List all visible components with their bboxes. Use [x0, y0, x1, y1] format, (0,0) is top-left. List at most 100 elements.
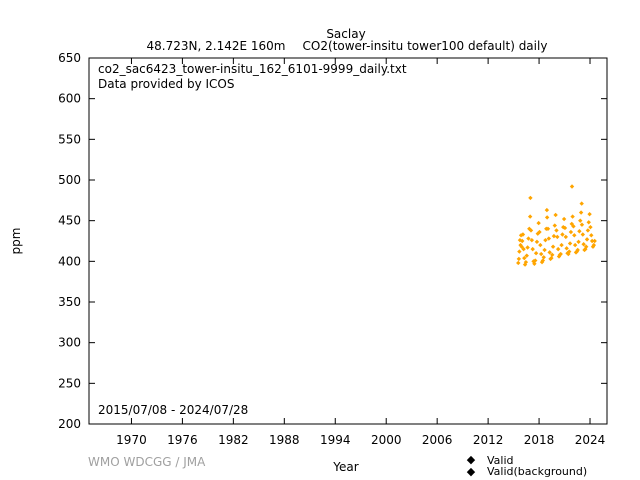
data-point	[583, 244, 589, 249]
data-point	[592, 238, 597, 244]
data-point	[520, 232, 526, 237]
data-point	[528, 195, 533, 201]
data-point	[584, 237, 590, 242]
x-tick-label: 2024	[575, 433, 606, 447]
data-point	[558, 251, 563, 257]
data-point	[549, 255, 554, 261]
data-point	[554, 228, 559, 233]
data-point	[522, 255, 527, 261]
y-tick-label: 300	[58, 336, 81, 350]
data-point	[540, 258, 546, 263]
data-point	[569, 184, 575, 189]
data-point	[589, 238, 595, 244]
x-axis-label: Year	[332, 460, 358, 474]
chart-station-title: Saclay	[326, 27, 365, 41]
y-tick-label: 500	[58, 173, 81, 187]
data-point	[563, 234, 569, 240]
data-point	[525, 245, 530, 250]
data-point	[537, 229, 542, 235]
data-point	[553, 212, 558, 218]
data-point	[562, 225, 568, 231]
x-tick-label: 2006	[422, 433, 453, 447]
data-point	[541, 255, 546, 260]
data-point	[527, 214, 533, 219]
data-point	[530, 246, 535, 252]
legend-background-label: Valid(background)	[487, 465, 587, 478]
x-tick-label: 1970	[116, 433, 147, 447]
data-point	[567, 241, 573, 246]
x-tick-label: 1982	[218, 433, 249, 447]
chart-location-subtitle: 48.723N, 2.142E 160m	[147, 39, 286, 53]
data-point	[581, 242, 586, 247]
y-tick-label: 600	[58, 92, 81, 106]
data-point	[551, 233, 557, 239]
x-tick-label: 1994	[320, 433, 351, 447]
data-point	[576, 239, 581, 245]
data-point	[555, 234, 560, 240]
data-point	[561, 216, 567, 222]
data-point	[568, 229, 574, 235]
data-point	[564, 246, 569, 251]
x-tick-label: 2000	[371, 433, 402, 447]
data-point	[577, 229, 582, 234]
data-point	[586, 220, 591, 225]
y-tick-label: 350	[58, 295, 81, 309]
data-point	[538, 251, 544, 257]
data-point	[529, 237, 535, 243]
data-point	[585, 228, 591, 233]
data-point	[572, 233, 577, 238]
data-point	[516, 260, 521, 266]
x-tick-label: 2012	[473, 433, 504, 447]
data-point	[528, 228, 534, 233]
data-point	[583, 246, 588, 252]
credit-text: WMO WDCGG / JMA	[88, 455, 206, 469]
data-point	[538, 242, 543, 248]
y-tick-label: 550	[58, 132, 81, 146]
data-point	[579, 201, 584, 206]
x-axis: 1970 1976 1982 1988 1994 2000 2006 2012 2018 2024	[116, 58, 605, 447]
data-point	[588, 224, 593, 230]
y-tick-label: 250	[58, 376, 81, 390]
data-point	[571, 224, 576, 229]
data-point	[570, 214, 575, 219]
data-point	[572, 242, 578, 248]
data-point	[555, 246, 561, 252]
x-tick-label: 1988	[269, 433, 300, 447]
data-point	[544, 207, 550, 213]
data-point	[533, 251, 539, 256]
data-point	[587, 211, 592, 217]
y-tick-label: 650	[58, 51, 81, 65]
y-axis: 200 250 300 350 400 450 500 550 600 650	[58, 51, 607, 431]
x-tick-label: 2018	[524, 433, 555, 447]
data-point	[552, 223, 557, 228]
data-point	[526, 236, 531, 241]
data-point	[532, 261, 537, 266]
data-point	[579, 222, 585, 227]
data-point	[580, 232, 585, 237]
plot-frame	[88, 57, 608, 425]
legend-valid-label: Valid	[487, 454, 514, 467]
data-point	[520, 238, 525, 244]
y-tick-label: 450	[58, 214, 81, 228]
data-point	[543, 237, 548, 243]
info-period: 2015/07/08 - 2024/07/28	[98, 403, 248, 417]
data-point	[522, 262, 528, 267]
data-point	[535, 231, 540, 236]
legend: ◆ Valid ◆ Valid(background)	[467, 453, 587, 478]
y-axis-label: ppm	[9, 228, 23, 255]
info-provider: Data provided by ICOS	[98, 77, 234, 91]
data-point	[516, 256, 522, 262]
data-point	[544, 215, 550, 220]
data-point	[591, 242, 597, 248]
data-point	[578, 218, 583, 223]
data-point	[560, 232, 565, 237]
legend-valid-marker: ◆	[467, 453, 476, 466]
info-filename: co2_sac6423_tower-insitu_162_6101-9999_d…	[98, 62, 407, 76]
data-point	[524, 253, 529, 258]
data-point	[550, 244, 556, 249]
data-point	[519, 244, 524, 249]
data-point	[550, 252, 555, 258]
legend-background-marker: ◆	[467, 465, 476, 478]
data-point	[556, 254, 562, 259]
y-tick-label: 400	[58, 254, 81, 268]
